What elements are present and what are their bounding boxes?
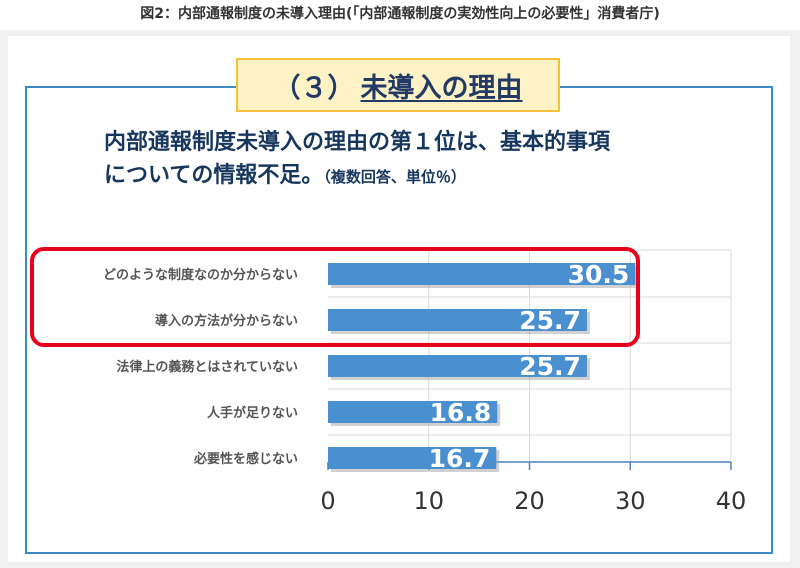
category-label: 必要性を感じない (193, 451, 298, 467)
headline-line-2-text: についての情報不足。 (104, 163, 324, 188)
bar-value-label: 16.8 (430, 398, 492, 427)
x-tick-label: 10 (413, 487, 444, 515)
chart-headline: 内部通報制度未導入の理由の第１位は、基本的事項 についての情報不足。（複数回答、… (104, 126, 610, 194)
section-number: （３） (273, 72, 355, 104)
section-title-box: （３） 未導入の理由 (236, 58, 560, 112)
headline-note: （複数回答、単位％） (323, 168, 466, 186)
headline-line-1: 内部通報制度未導入の理由の第１位は、基本的事項 (104, 130, 611, 155)
headline-line-2: についての情報不足。（複数回答、単位％） (104, 159, 610, 194)
bar (328, 447, 497, 469)
x-tick-label: 40 (716, 487, 747, 515)
figure-caption: 図2：内部通報制度の未導入理由(「内部通報制度の実効性向上の必要性」消費者庁) (0, 0, 800, 30)
section-title: 未導入の理由 (360, 72, 523, 104)
x-tick-label: 0 (320, 487, 335, 515)
category-label: 法律上の義務とはされていない (116, 359, 298, 375)
highlight-box (30, 247, 640, 347)
x-tick-label: 20 (514, 487, 545, 515)
bar (328, 401, 498, 423)
bar (328, 263, 636, 285)
category-label: 人手が足りない (207, 405, 298, 421)
x-tick-label: 30 (615, 487, 646, 515)
bar-value-label: 25.7 (519, 306, 581, 335)
category-label: 導入の方法が分からない (155, 313, 298, 329)
bar (328, 309, 587, 331)
bar-value-label: 30.5 (568, 260, 630, 289)
bar-value-label: 25.7 (519, 352, 581, 381)
category-label: どのような制度なのか分からない (103, 267, 298, 283)
bar-value-label: 16.7 (429, 444, 491, 473)
bar (328, 355, 587, 377)
